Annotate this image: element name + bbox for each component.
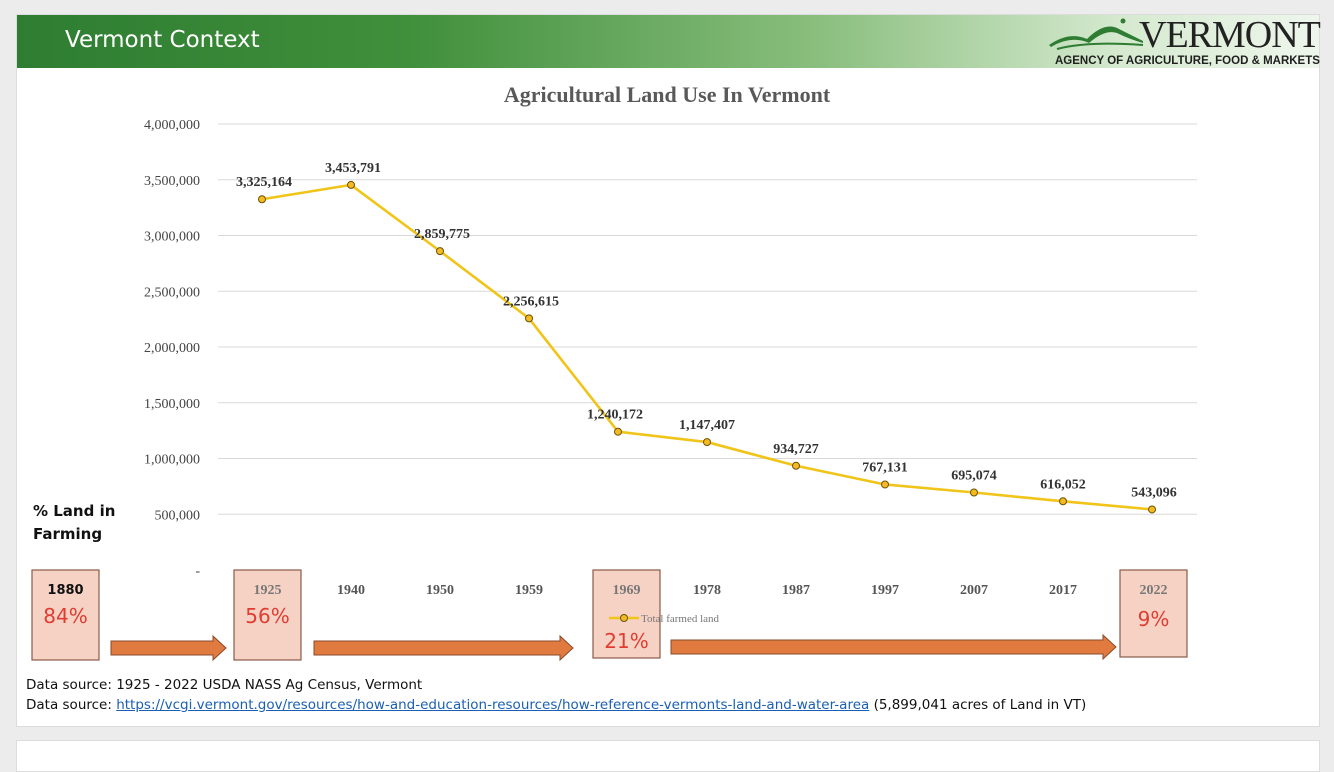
percent-box-value: 21% — [604, 629, 648, 653]
data-label: 695,074 — [951, 468, 997, 483]
data-label: 934,727 — [773, 442, 819, 457]
data-point — [792, 461, 800, 470]
data-label: 767,131 — [862, 460, 908, 475]
percent-box-year: 2022 — [1140, 583, 1168, 598]
data-label: 1,240,172 — [587, 408, 643, 423]
slide: Vermont Context VERMONT AGENCY OF AGRICU… — [16, 14, 1321, 727]
vermont-agency-logo: VERMONT AGENCY OF AGRICULTURE, FOOD & MA… — [1047, 14, 1321, 71]
header-bar: Vermont Context VERMONT AGENCY OF AGRICU… — [17, 14, 1321, 71]
data-label: 3,453,791 — [325, 161, 381, 176]
percent-box-frame — [233, 569, 302, 661]
percent-box-year: 1969 — [613, 583, 641, 598]
data-point — [970, 488, 978, 497]
x-tick-label: 1997 — [871, 583, 899, 598]
percent-boxes: 1880 84% 1925 56% 1969 21% 2022 9% — [31, 569, 1188, 661]
footnote-land-area: Data source: https://vcgi.vermont.gov/re… — [26, 697, 1086, 713]
vcgi-link[interactable]: https://vcgi.vermont.gov/resources/how-a… — [116, 697, 870, 713]
progress-arrow — [110, 634, 227, 662]
percent-box-year: 1880 — [47, 583, 83, 598]
y-tick-label: 1,000,000 — [144, 453, 200, 468]
data-point — [525, 314, 533, 323]
data-point — [347, 180, 355, 189]
side-label-line2: Farming — [33, 525, 102, 543]
x-tick-label: 1987 — [782, 583, 810, 598]
percent-box-value: 9% — [1138, 607, 1170, 631]
data-label: 1,147,407 — [679, 418, 735, 433]
x-tick-label: 1959 — [515, 583, 543, 598]
percent-box-frame — [1119, 569, 1188, 658]
y-tick-label: 500,000 — [155, 508, 201, 523]
y-tick-label: - — [195, 564, 200, 579]
line-chart: - 500,000 1,000,000 1,500,000 2,000,000 2,500… — [31, 82, 1197, 662]
logo-subtitle: AGENCY OF AGRICULTURE, FOOD & MARKETS — [1055, 55, 1320, 67]
side-label-line1: % Land in — [33, 502, 115, 520]
footnote-census: Data source: 1925 - 2022 USDA NASS Ag Ce… — [26, 677, 423, 693]
y-tick-label: 1,500,000 — [144, 397, 200, 412]
x-axis-ticks: 1925 1940 1950 1959 1969 1978 1987 1997 2007 2017… — [248, 583, 1166, 598]
x-tick-label: 1940 — [337, 583, 365, 598]
percent-box-year: 1925 — [254, 583, 282, 598]
legend-label: Total farmed land — [641, 613, 720, 625]
data-point — [881, 480, 889, 489]
data-label: 3,325,164 — [236, 175, 292, 190]
data-point — [258, 195, 266, 204]
chart-legend: Total farmed land — [609, 613, 720, 625]
data-label: 543,096 — [1131, 485, 1177, 500]
x-tick-label: 1978 — [693, 583, 721, 598]
percent-box-2022: 2022 9% — [1119, 569, 1188, 658]
y-axis-ticks: - 500,000 1,000,000 1,500,000 2,000,000 2,500… — [144, 118, 200, 579]
x-tick-label: 1950 — [426, 583, 454, 598]
data-point — [1148, 505, 1156, 514]
x-tick-label: 2007 — [960, 583, 988, 598]
data-labels: 3,325,164 3,453,791 2,859,775 2,256,615 1,24… — [236, 161, 1177, 501]
data-point — [1059, 497, 1067, 506]
footnote-prefix: Data source: — [26, 697, 117, 713]
progress-arrow — [670, 633, 1117, 661]
data-label: 616,052 — [1040, 477, 1086, 492]
footnote-suffix: (5,899,041 acres of Land in VT) — [869, 697, 1087, 713]
data-label: 2,256,615 — [503, 294, 559, 309]
percent-box-frame — [31, 569, 100, 661]
chart-title: Agricultural Land Use In Vermont — [504, 82, 831, 107]
page-title: Vermont Context — [65, 27, 260, 53]
x-tick-label: 2017 — [1049, 583, 1077, 598]
legend-swatch-marker — [620, 614, 628, 622]
percent-box-value: 84% — [43, 604, 87, 628]
y-tick-label: 3,000,000 — [144, 230, 200, 245]
data-point — [614, 427, 622, 436]
percent-box-frame — [592, 569, 661, 659]
progress-arrow — [313, 634, 574, 662]
data-point — [703, 438, 711, 447]
data-point — [436, 247, 444, 256]
progress-arrows — [110, 633, 1117, 662]
next-slide-edge — [16, 740, 1320, 772]
series-total-farmed-land — [258, 180, 1156, 514]
percent-box-1880: 1880 84% — [31, 569, 100, 661]
mountain-logo-icon — [1049, 18, 1144, 50]
percent-box-1925: 1925 56% — [233, 569, 302, 661]
y-tick-label: 2,500,000 — [144, 285, 200, 300]
y-tick-label: 2,000,000 — [144, 341, 200, 356]
y-tick-label: 4,000,000 — [144, 118, 200, 133]
y-tick-label: 3,500,000 — [144, 174, 200, 189]
percent-box-value: 56% — [245, 604, 289, 628]
data-label: 2,859,775 — [414, 227, 470, 242]
chart-grid — [218, 123, 1197, 515]
percent-box-1969: 1969 21% — [592, 569, 661, 659]
logo-wordmark: VERMONT — [1139, 14, 1321, 56]
